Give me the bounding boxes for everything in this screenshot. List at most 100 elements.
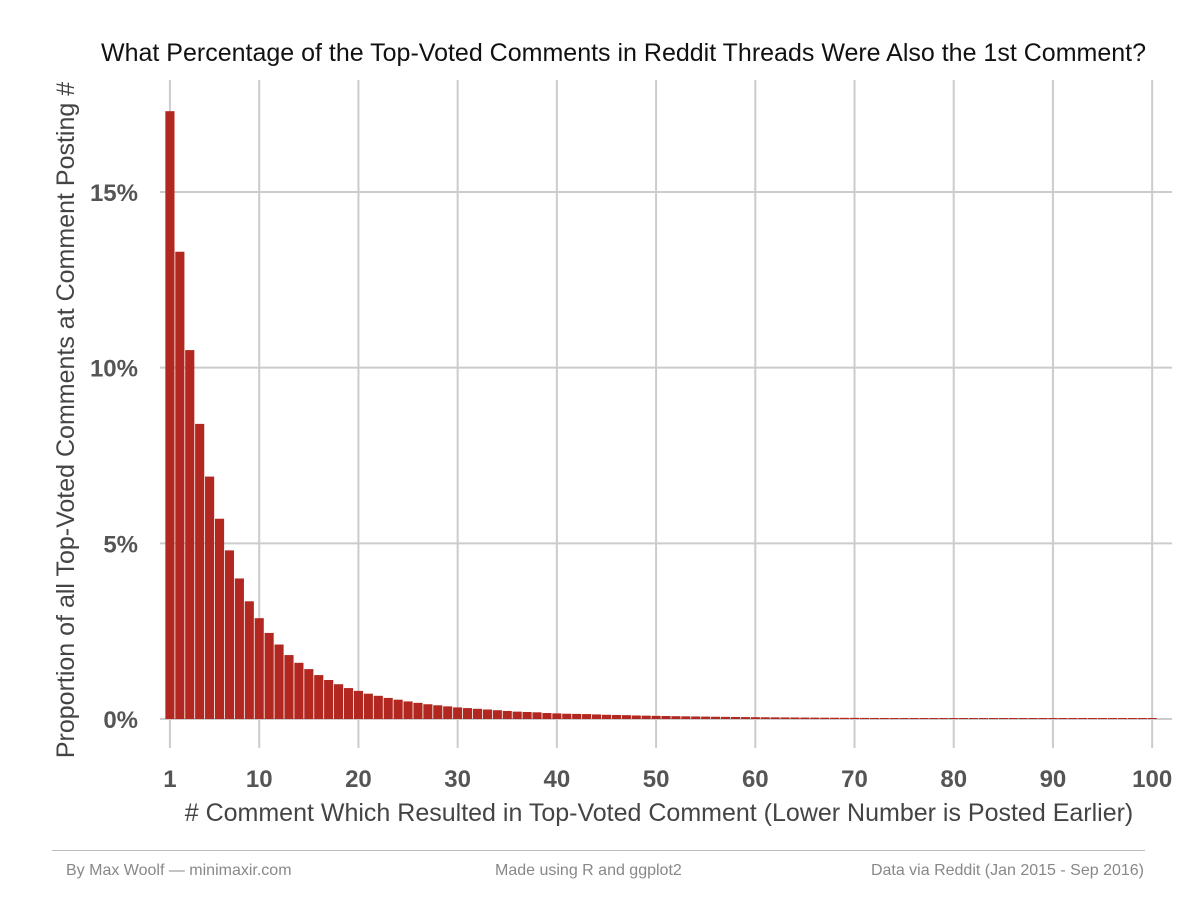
bar	[195, 423, 205, 719]
bar	[1038, 718, 1048, 719]
bar	[969, 718, 979, 719]
bar	[324, 680, 334, 719]
bar	[512, 711, 522, 719]
bar	[959, 718, 969, 719]
bar	[621, 715, 631, 719]
y-tick-label: 10%	[90, 356, 138, 383]
bar	[701, 716, 711, 719]
bar	[423, 704, 433, 719]
bar	[254, 618, 264, 719]
bar	[939, 718, 949, 719]
bar	[949, 718, 959, 719]
bar	[1097, 718, 1108, 719]
bar	[264, 632, 274, 719]
bar	[820, 717, 830, 719]
bar	[205, 476, 215, 719]
bar	[929, 718, 939, 719]
y-axis-title: Proportion of all Top-Voted Comments at …	[52, 82, 80, 758]
bar	[1028, 718, 1038, 719]
bar	[185, 350, 195, 719]
y-tick-labels: 0% 5% 10% 15%	[90, 180, 138, 734]
bar	[1048, 718, 1058, 719]
bar	[1117, 718, 1127, 719]
bar	[631, 715, 641, 719]
bar	[343, 688, 354, 719]
x-tick-label: 1	[163, 766, 176, 793]
y-tick-label: 0%	[103, 707, 138, 734]
bar	[681, 716, 691, 719]
bar	[691, 716, 701, 719]
bars	[165, 111, 1157, 720]
bar	[859, 717, 869, 719]
bar	[175, 251, 185, 720]
bar	[869, 717, 879, 719]
bar	[641, 715, 651, 719]
x-tick-label: 20	[345, 766, 372, 793]
bar	[711, 716, 721, 719]
bar	[1078, 718, 1088, 719]
bar	[601, 714, 612, 719]
bar	[909, 718, 919, 719]
bar	[899, 718, 909, 719]
bar	[463, 708, 473, 719]
bar	[1137, 718, 1147, 719]
bar	[998, 718, 1008, 719]
bar	[353, 690, 363, 719]
bar	[165, 111, 175, 719]
bar	[780, 717, 790, 719]
bar	[582, 714, 592, 719]
bar	[651, 715, 661, 719]
bar	[274, 644, 284, 719]
bar	[572, 713, 582, 719]
bar	[1088, 718, 1098, 719]
bar	[482, 709, 492, 719]
bar	[1018, 718, 1028, 719]
x-gridlines	[168, 80, 1154, 748]
bar	[661, 716, 671, 719]
bar	[244, 601, 254, 719]
bar	[1068, 718, 1078, 719]
bar	[234, 578, 244, 719]
bar	[433, 705, 443, 719]
bar	[453, 707, 463, 719]
bar	[988, 718, 998, 719]
bar	[373, 695, 383, 719]
bar	[889, 718, 899, 719]
footer-author: By Max Woolf — minimaxir.com	[66, 862, 292, 879]
bar	[413, 702, 423, 719]
x-tick-label: 90	[1040, 766, 1067, 793]
bar	[214, 518, 225, 719]
bar	[611, 714, 621, 719]
y-tick-label: 5%	[103, 531, 138, 558]
y-tick-label: 15%	[90, 180, 138, 207]
bar	[562, 713, 572, 719]
footer-divider	[52, 850, 1145, 851]
bar	[363, 693, 373, 719]
bar	[591, 714, 602, 719]
bar	[552, 713, 562, 719]
bar	[383, 697, 393, 719]
bar	[830, 717, 840, 719]
bar	[810, 717, 820, 719]
bar	[334, 684, 344, 719]
bar	[542, 713, 552, 719]
bar	[1127, 718, 1137, 719]
bar	[472, 708, 483, 719]
bar	[919, 718, 929, 719]
bar	[1008, 718, 1018, 719]
bar	[740, 717, 750, 719]
bar	[1058, 718, 1068, 719]
bar	[840, 717, 850, 719]
bar	[532, 712, 542, 719]
bar	[1107, 718, 1118, 719]
bar	[671, 716, 681, 719]
bar	[790, 717, 800, 719]
bar	[849, 717, 860, 719]
bar	[443, 706, 453, 719]
x-tick-label: 100	[1132, 766, 1172, 793]
bar	[502, 710, 512, 719]
bar	[1147, 718, 1157, 719]
x-tick-label: 70	[841, 766, 868, 793]
bar	[800, 717, 810, 719]
